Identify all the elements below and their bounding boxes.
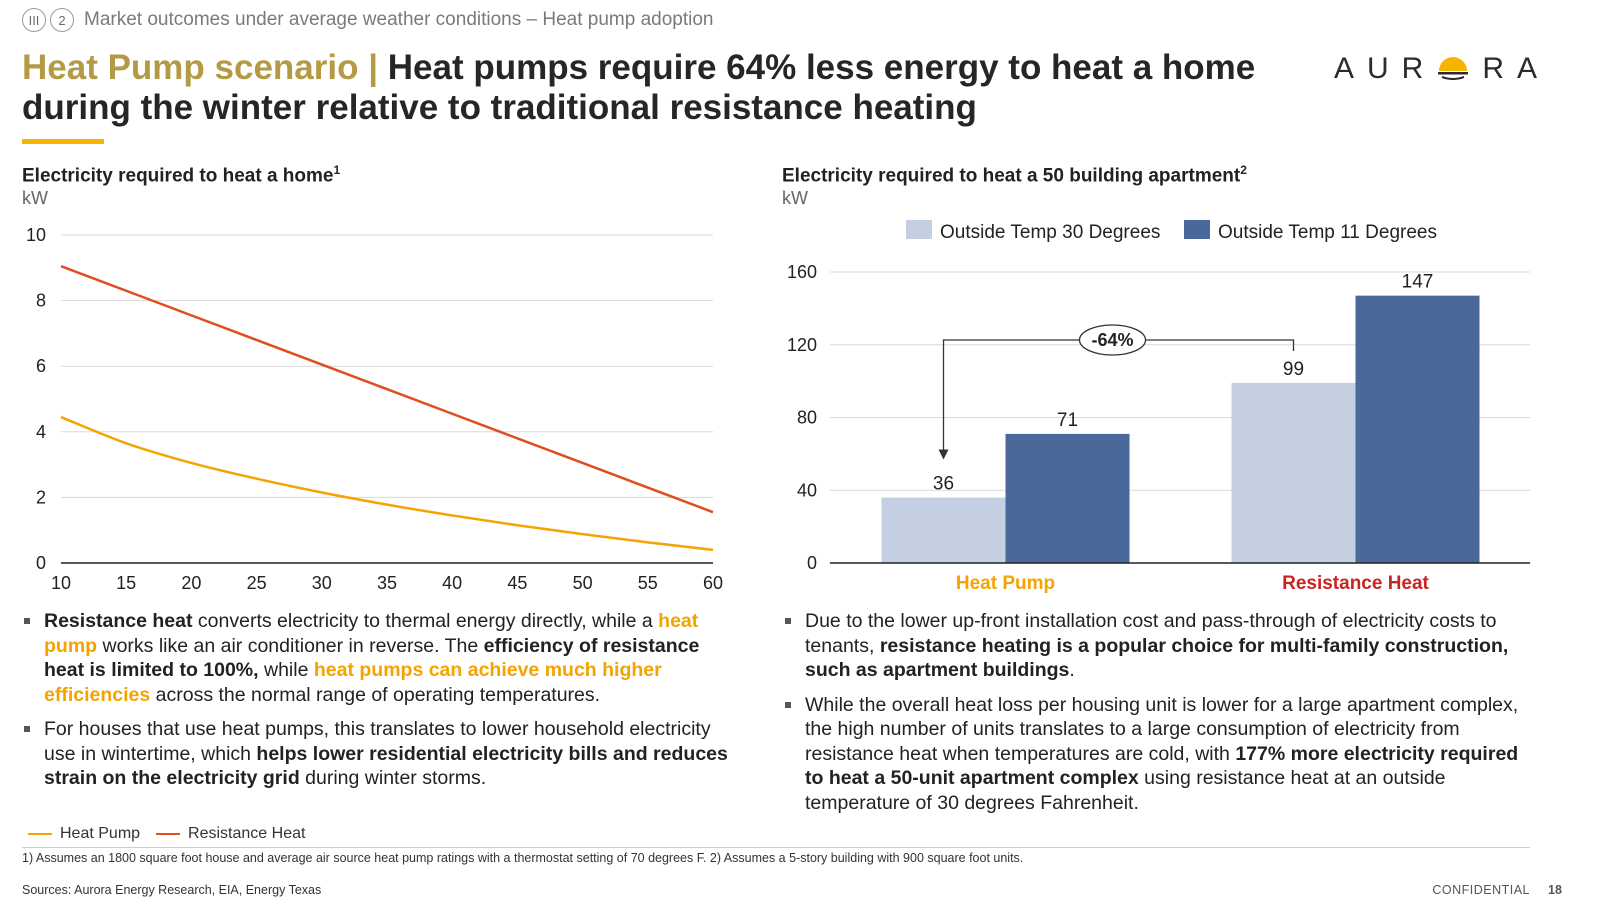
left-bullet-1: Resistance heat converts electricity to … — [22, 609, 742, 707]
breadcrumb: III 2 Market outcomes under average weat… — [22, 8, 714, 32]
left-bullet-1-text: works like an air conditioner in reverse… — [97, 634, 484, 657]
bar-data-label: 99 — [1283, 359, 1304, 380]
bar-legend-label: Outside Temp 11 Degrees — [1218, 222, 1437, 243]
right-chart-title: Electricity required to heat a 50 buildi… — [782, 163, 1247, 187]
right-chart-unit: kW — [782, 188, 808, 208]
bar — [881, 497, 1006, 563]
section-roman-badge: III — [22, 8, 46, 32]
line-chart-y-tick-label: 2 — [36, 487, 46, 507]
annotation-arrowhead — [938, 449, 949, 460]
line-chart-x-tick-label: 40 — [442, 573, 462, 593]
footer-divider — [22, 847, 1530, 848]
bar-data-label: 71 — [1057, 410, 1078, 431]
confidential-label: CONFIDENTIAL — [1432, 883, 1530, 897]
left-chart-title-sup: 1 — [333, 163, 341, 177]
right-bullet-1-text: . — [1069, 659, 1075, 681]
logo-text-left: AUR — [1334, 52, 1437, 85]
bar-chart-y-tick-label: 160 — [787, 262, 817, 282]
left-bullet-1-text: efficiency of resistance heat is limited… — [44, 634, 700, 682]
bar — [1355, 295, 1480, 563]
left-bullet-1-text: while — [258, 659, 314, 681]
left-bullet-2-text: during winter storms. — [299, 767, 487, 789]
page-title: Heat Pump scenario | Heat pumps require … — [22, 48, 1282, 128]
right-bullet-2-text: While the overall heat loss per housing … — [805, 693, 1519, 765]
line-chart-x-tick-label: 35 — [377, 573, 397, 593]
bar-legend-swatch — [906, 220, 932, 239]
bar-legend-label: Outside Temp 30 Degrees — [940, 222, 1160, 243]
title-underline — [22, 139, 104, 144]
bar-category-label: Heat Pump — [956, 573, 1055, 594]
line-chart-x-tick-label: 15 — [116, 573, 136, 593]
annotation-label: -64% — [1091, 330, 1133, 350]
left-bullet-2-text: For houses that use heat pumps, this tra… — [44, 718, 711, 765]
legend-heat-pump-swatch — [28, 832, 52, 836]
bar — [1005, 433, 1130, 563]
sources: Sources: Aurora Energy Research, EIA, En… — [22, 883, 322, 897]
page-number-text: 18 — [1548, 883, 1562, 897]
right-bullet-2-text: 177% more electricity required to heat a… — [805, 742, 1519, 790]
bar-data-label: 147 — [1402, 272, 1434, 293]
line-chart-x-tick-label: 25 — [247, 573, 267, 593]
bar-chart-y-tick-label: 80 — [797, 408, 817, 428]
footnote: 1) Assumes an 1800 square foot house and… — [22, 851, 1024, 865]
heat-pump-series-line — [60, 415, 714, 552]
line-chart-y-tick-label: 6 — [36, 356, 46, 376]
line-chart-legend: Heat Pump Resistance Heat — [28, 825, 321, 843]
left-chart-title: Electricity required to heat a home1 — [22, 163, 340, 187]
line-chart-x-tick-label: 45 — [507, 573, 527, 593]
bar — [1231, 382, 1356, 563]
right-bullet-1-text: resistance heating is a popular choice f… — [805, 634, 1509, 682]
line-chart-x-tick-label: 60 — [703, 573, 723, 593]
right-bullet-2-text: using resistance heat at an outside temp… — [805, 767, 1446, 814]
logo-text-right: RA — [1482, 52, 1551, 85]
right-bullet-1-text: Due to the lower up-front installation c… — [805, 610, 1497, 657]
annotation-badge — [1078, 324, 1147, 356]
section-number-badge: 2 — [50, 8, 74, 32]
bar-category-label: Resistance Heat — [1282, 573, 1429, 594]
left-bullet-1-text: converts electricity to thermal energy d… — [192, 610, 659, 632]
sun-logo-icon — [1438, 57, 1469, 80]
bar-chart-y-tick-label: 0 — [807, 553, 817, 573]
left-bullet-list: Resistance heat converts electricity to … — [22, 609, 742, 801]
page-title-main: Heat pumps require 64% less energy to he… — [22, 48, 1256, 127]
line-chart-x-tick-label: 20 — [181, 573, 201, 593]
line-chart-y-tick-label: 10 — [26, 225, 46, 245]
line-chart-x-tick-label: 30 — [312, 573, 332, 593]
left-bullet-2: For houses that use heat pumps, this tra… — [22, 717, 742, 791]
left-bullet-2-text: helps lower residential electricity bill… — [44, 742, 728, 790]
line-chart-x-tick-label: 55 — [638, 573, 658, 593]
page-title-accent: Heat Pump scenario | — [22, 48, 379, 87]
bar-data-label: 36 — [933, 474, 954, 495]
line-chart-x-tick-label: 50 — [573, 573, 593, 593]
right-bullet-2: While the overall heat loss per housing … — [783, 693, 1533, 816]
left-chart-title-text: Electricity required to heat a home — [22, 165, 334, 187]
legend-resistance-heat-label: Resistance Heat — [188, 825, 306, 842]
left-bullet-1-text: heat pumps can achieve much higher effic… — [44, 659, 662, 706]
breadcrumb-text: Market outcomes under average weather co… — [84, 9, 714, 30]
line-chart-x-tick-label: 10 — [51, 573, 71, 593]
bar-legend-swatch — [1184, 220, 1210, 239]
right-bullet-list: Due to the lower up-front installation c… — [783, 609, 1533, 825]
left-bullet-1-text: across the normal range of operating tem… — [150, 683, 601, 706]
left-bullet-1-text: heat pump — [44, 610, 699, 657]
line-chart-y-tick-label: 0 — [36, 553, 46, 573]
right-bullet-1: Due to the lower up-front installation c… — [783, 609, 1533, 683]
legend-heat-pump-label: Heat Pump — [60, 825, 141, 842]
bar-chart-y-tick-label: 40 — [797, 480, 817, 500]
right-chart-title-text: Electricity required to heat a 50 buildi… — [782, 165, 1241, 187]
aurora-logo: AUR RA — [1334, 52, 1550, 86]
legend-resistance-heat-swatch — [156, 832, 181, 836]
left-bullet-1-text: Resistance heat — [44, 610, 193, 632]
resistance-heat-series-line — [60, 264, 714, 514]
line-chart-y-tick-label: 4 — [36, 422, 46, 442]
bar-chart-y-tick-label: 120 — [787, 335, 817, 355]
right-chart-title-sup: 2 — [1240, 163, 1247, 177]
line-chart-y-tick-label: 8 — [36, 291, 46, 311]
left-chart-unit: kW — [22, 188, 48, 208]
